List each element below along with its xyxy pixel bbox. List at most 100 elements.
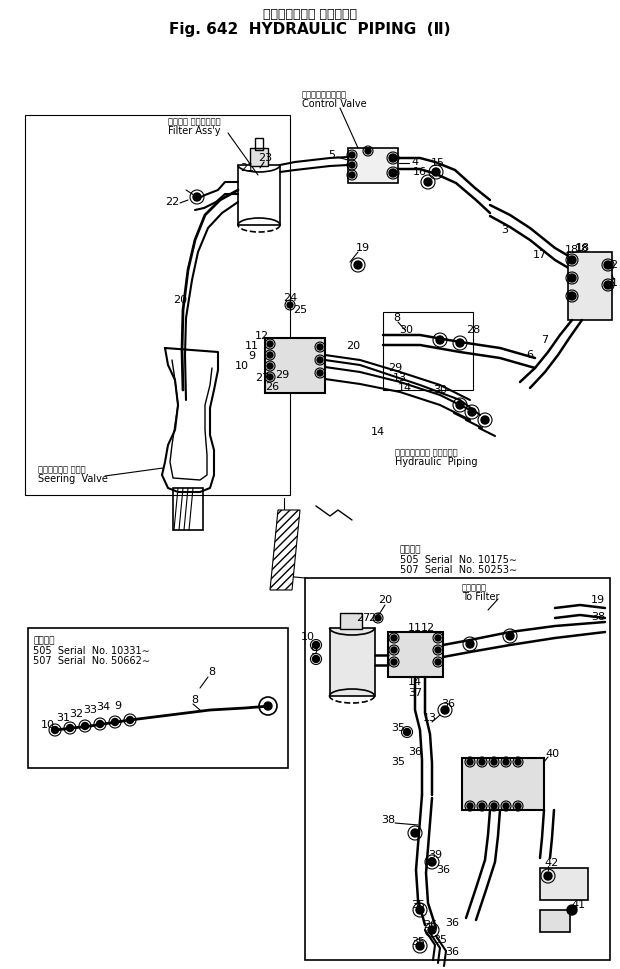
Text: 28: 28: [466, 325, 480, 335]
Text: 35: 35: [391, 723, 405, 733]
Text: 35: 35: [411, 900, 425, 910]
Bar: [540, 910, 570, 932]
Bar: [568, 252, 612, 320]
Circle shape: [604, 261, 612, 269]
Circle shape: [391, 647, 397, 653]
Circle shape: [312, 641, 319, 648]
Circle shape: [193, 193, 201, 201]
Text: 36: 36: [445, 918, 459, 928]
Circle shape: [515, 803, 521, 809]
Circle shape: [267, 374, 273, 380]
Text: 15: 15: [431, 158, 445, 168]
Text: 25: 25: [293, 305, 307, 315]
Circle shape: [435, 635, 441, 641]
Circle shape: [51, 727, 58, 734]
Text: 35: 35: [411, 937, 425, 947]
Circle shape: [404, 729, 410, 735]
Text: 11: 11: [408, 623, 422, 633]
Text: Fig. 642  HYDRAULIC  PIPING  (Ⅱ): Fig. 642 HYDRAULIC PIPING (Ⅱ): [169, 22, 451, 37]
Bar: [540, 868, 588, 900]
Circle shape: [503, 803, 509, 809]
Bar: [255, 138, 263, 150]
Text: 14: 14: [408, 677, 422, 687]
Text: 36: 36: [445, 947, 459, 957]
Text: 33: 33: [83, 705, 97, 715]
Text: 2: 2: [611, 260, 618, 270]
Text: 9: 9: [249, 351, 255, 361]
Bar: [348, 148, 398, 183]
Circle shape: [416, 906, 424, 914]
Text: ステアリング バルブ: ステアリング バルブ: [38, 465, 86, 474]
Text: Filter Ass'y: Filter Ass'y: [168, 126, 221, 136]
Circle shape: [354, 261, 362, 269]
Circle shape: [264, 702, 272, 710]
Text: 9: 9: [311, 646, 317, 656]
Bar: [340, 613, 362, 629]
Circle shape: [126, 716, 133, 724]
Text: 22: 22: [165, 197, 179, 207]
Circle shape: [81, 723, 89, 730]
Circle shape: [491, 803, 497, 809]
Circle shape: [424, 178, 432, 186]
Text: 40: 40: [546, 749, 560, 759]
Bar: [388, 632, 443, 677]
Bar: [28, 628, 288, 768]
Circle shape: [411, 829, 419, 837]
Text: 13: 13: [423, 713, 437, 723]
Text: 10: 10: [301, 632, 315, 642]
Circle shape: [428, 858, 436, 866]
Bar: [383, 312, 473, 390]
Circle shape: [491, 759, 497, 765]
Text: 適用号機: 適用号機: [400, 545, 422, 554]
Bar: [305, 578, 610, 960]
Circle shape: [391, 659, 397, 665]
Text: 16: 16: [413, 167, 427, 177]
Polygon shape: [270, 510, 300, 590]
Circle shape: [317, 357, 323, 363]
Circle shape: [506, 632, 514, 640]
Circle shape: [568, 274, 576, 282]
Text: 41: 41: [571, 900, 585, 910]
Circle shape: [479, 803, 485, 809]
Text: 27: 27: [255, 373, 269, 383]
Text: 19: 19: [591, 595, 605, 605]
Circle shape: [66, 725, 74, 732]
Circle shape: [428, 926, 436, 934]
Text: 10: 10: [41, 720, 55, 730]
Text: 30: 30: [399, 325, 413, 335]
Bar: [330, 628, 375, 696]
Text: 38: 38: [591, 612, 605, 622]
Text: 34: 34: [96, 702, 110, 712]
Text: 1: 1: [611, 278, 618, 288]
Text: 29: 29: [388, 363, 402, 373]
Bar: [238, 165, 280, 225]
Text: 11: 11: [245, 341, 259, 351]
Circle shape: [435, 659, 441, 665]
Circle shape: [375, 615, 381, 621]
Text: 24: 24: [283, 293, 297, 303]
Text: フィルタへ: フィルタへ: [462, 583, 487, 592]
Circle shape: [515, 759, 521, 765]
Circle shape: [468, 408, 476, 416]
Circle shape: [436, 336, 444, 344]
Text: 12: 12: [421, 623, 435, 633]
Text: 10: 10: [235, 361, 249, 371]
Text: 6: 6: [526, 350, 533, 360]
Text: 36: 36: [436, 865, 450, 875]
Circle shape: [435, 647, 441, 653]
Text: 30: 30: [433, 385, 447, 395]
Text: 適用号機: 適用号機: [33, 636, 55, 645]
Text: 507  Serial  No. 50662∼: 507 Serial No. 50662∼: [33, 656, 150, 666]
Text: 14: 14: [371, 427, 385, 437]
Text: 42: 42: [545, 858, 559, 868]
Text: ハイドロリック パイピング: ハイドロリック パイピング: [263, 8, 357, 21]
Text: コントロールバルブ: コントロールバルブ: [302, 90, 347, 99]
Circle shape: [456, 339, 464, 347]
Circle shape: [467, 759, 473, 765]
Text: 7: 7: [541, 335, 549, 345]
Text: 17: 17: [533, 250, 547, 260]
Text: 3: 3: [502, 225, 508, 235]
Text: 12: 12: [255, 331, 269, 341]
Circle shape: [416, 942, 424, 950]
Text: 36: 36: [423, 920, 437, 930]
